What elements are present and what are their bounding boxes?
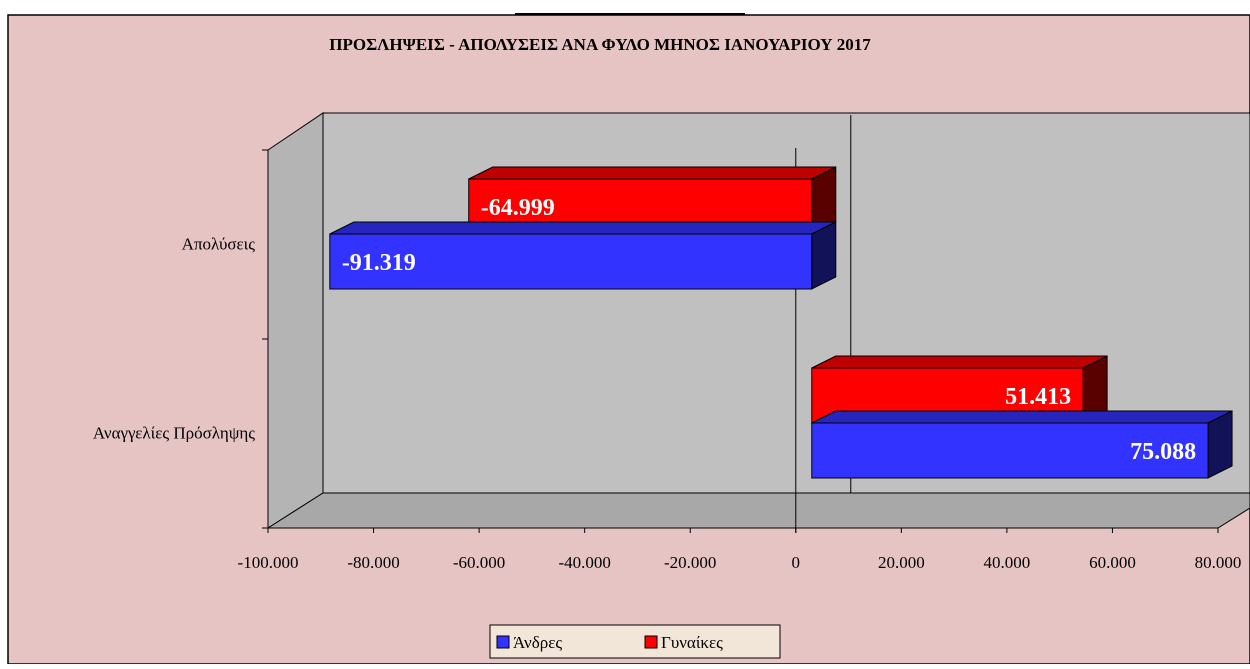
chart-title: ΠΡΟΣΛΗΨΕΙΣ - ΑΠΟΛΥΣΕΙΣ ΑΝΑ ΦΥΛΟ ΜΗΝΟΣ ΙΑ…: [329, 35, 871, 54]
x-tick-label: -20.000: [664, 553, 716, 572]
legend-swatch: [496, 635, 510, 649]
x-tick-label: 20.000: [878, 553, 925, 572]
x-tick-label: 0: [792, 553, 801, 572]
data-label: 51.413: [1005, 384, 1071, 410]
x-tick-label: 40.000: [984, 553, 1031, 572]
y-tick-label: Απολύσεις: [182, 235, 256, 254]
x-tick-label: 60.000: [1089, 553, 1136, 572]
floor: [266, 492, 1250, 529]
x-tick-label: -100.000: [238, 553, 299, 572]
bar: [329, 233, 813, 290]
data-label: -64.999: [481, 195, 555, 221]
bar-top: [329, 221, 837, 235]
legend-label: Άνδρες: [513, 633, 562, 652]
bar-top: [811, 410, 1233, 424]
bar-top: [468, 166, 837, 180]
bar-side: [811, 221, 837, 290]
bar-top: [811, 355, 1108, 369]
legend: [489, 624, 781, 659]
data-label: 75.088: [1130, 439, 1196, 465]
data-label: -91.319: [342, 250, 416, 276]
legend-swatch: [644, 635, 658, 649]
side-wall: [267, 112, 324, 529]
x-tick-label: -80.000: [347, 553, 399, 572]
bar-side: [1207, 410, 1233, 479]
plot: -100.000 -80.000 -60.000 -40.000 -20.000 0 20.…: [93, 115, 1241, 572]
x-tick-label: 80.000: [1195, 553, 1242, 572]
legend-label: Γυναίκες: [661, 633, 723, 652]
y-tick-label: Αναγγελίες Πρόσληψης: [93, 424, 255, 443]
x-tick-label: -40.000: [558, 553, 610, 572]
bar: [811, 422, 1209, 479]
x-tick-label: -60.000: [453, 553, 505, 572]
